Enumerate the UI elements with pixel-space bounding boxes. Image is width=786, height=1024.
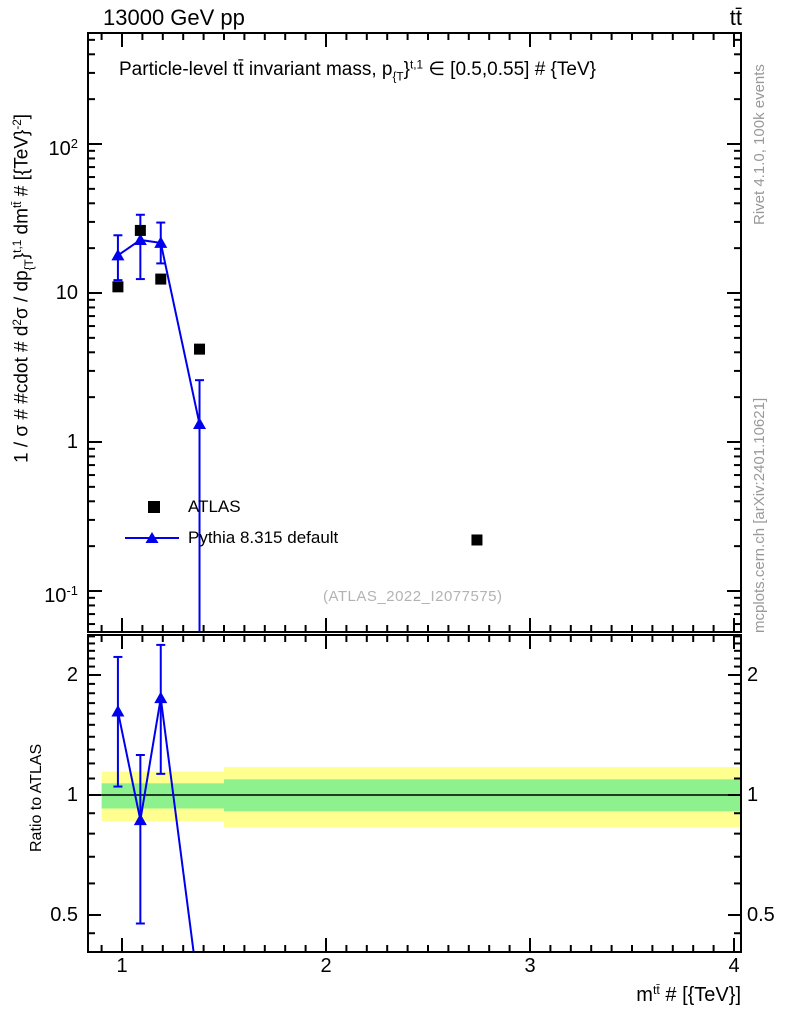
tick-label: 1 bbox=[66, 431, 78, 453]
tick-label: 2 bbox=[66, 664, 78, 686]
data-point-triangle bbox=[111, 704, 125, 717]
text-segment: 2 bbox=[11, 319, 24, 326]
data-point-triangle bbox=[111, 248, 125, 261]
square-marker-icon bbox=[148, 500, 160, 513]
text-segment: {T bbox=[22, 259, 36, 271]
beam-energy-label: 13000 GeV pp bbox=[103, 5, 245, 30]
data-point-triangle bbox=[193, 417, 207, 430]
text-segment: } bbox=[403, 59, 410, 80]
legend-entry: ATLAS bbox=[124, 491, 338, 522]
data-point-triangle bbox=[154, 691, 168, 704]
x-axis-title: mtt̄ # [{TeV}] bbox=[636, 983, 741, 1007]
trend-line bbox=[117, 238, 201, 425]
text-segment: tt̄ bbox=[11, 201, 24, 209]
rivet-version-note: Rivet 4.1.0, 100k events bbox=[751, 64, 768, 225]
x-tick-label: 3 bbox=[524, 955, 536, 977]
ratio-panel-frame bbox=[87, 634, 742, 953]
tick-label: 2 bbox=[747, 664, 759, 686]
triangle-line-marker-icon bbox=[125, 531, 179, 543]
ratio-uncertainty-bands bbox=[101, 767, 741, 828]
legend-label: Pythia 8.315 default bbox=[188, 527, 339, 547]
data-point-triangle bbox=[133, 813, 147, 826]
mcplots-reference-note: mcplots.cern.ch [arXiv:2401.10621] bbox=[751, 397, 768, 633]
tick-label: 0.5 bbox=[50, 903, 78, 926]
text-segment: ] bbox=[11, 113, 33, 120]
tick-label: 1 bbox=[747, 784, 759, 806]
legend: ATLAS Pythia 8.315 default bbox=[124, 491, 338, 553]
data-point-square bbox=[194, 343, 206, 355]
analysis-watermark: (ATLAS_2022_I2077575) bbox=[323, 588, 503, 605]
legend-label: ATLAS bbox=[188, 496, 241, 516]
tick-label: 102 bbox=[48, 136, 78, 161]
pythia-8-315-default-main bbox=[111, 213, 207, 632]
data-point-square bbox=[155, 273, 167, 285]
data-point-triangle bbox=[133, 233, 147, 245]
tick-label: 0.5 bbox=[747, 903, 775, 926]
text-segment: ∈ [0.5,0.55] # {TeV} bbox=[423, 59, 596, 80]
text-segment: t,1 bbox=[11, 239, 24, 253]
main-panel-frame bbox=[87, 32, 742, 633]
plot-title: Particle-level tt̄ invariant mass, p{T}t… bbox=[119, 58, 596, 84]
x-tick-label: 4 bbox=[728, 955, 740, 977]
axis-ticks bbox=[88, 33, 741, 952]
data-point-square bbox=[112, 281, 124, 293]
text-segment: } bbox=[11, 252, 33, 260]
tick-label: 1 bbox=[66, 784, 78, 806]
data-point-triangle bbox=[193, 991, 206, 1003]
text-segment: Particle-level tt̄ invariant mass, p bbox=[119, 59, 393, 80]
trend-line bbox=[116, 697, 195, 952]
legend-entry: Pythia 8.315 default bbox=[124, 522, 338, 553]
tick-label: 10 bbox=[55, 282, 78, 304]
text-segment: t,1 bbox=[409, 58, 424, 72]
pythia-8-315-default-atlas-ratio bbox=[111, 643, 206, 1003]
text-segment: m bbox=[636, 983, 653, 1006]
text-segment: tt̄ bbox=[652, 983, 660, 997]
atlas-main bbox=[112, 224, 483, 546]
text-segment: {T bbox=[392, 70, 404, 84]
tick-label: 10-1 bbox=[44, 583, 78, 608]
process-label: tt̄ bbox=[729, 5, 742, 30]
text-segment: # [{TeV}] bbox=[659, 983, 741, 1006]
x-tick-label: 1 bbox=[116, 955, 128, 977]
x-tick-label: 2 bbox=[320, 955, 332, 977]
data-point-square bbox=[134, 224, 146, 236]
data-point-square bbox=[471, 534, 483, 546]
data-point-triangle bbox=[154, 236, 168, 248]
text-segment: -2 bbox=[11, 119, 24, 130]
text-segment: dm bbox=[11, 208, 33, 240]
